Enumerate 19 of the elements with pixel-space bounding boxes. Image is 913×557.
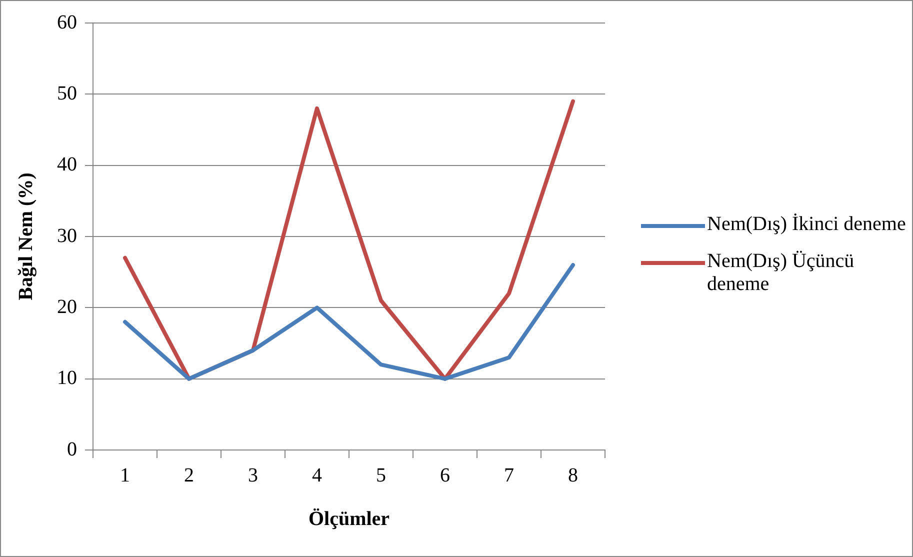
x-tick-label: 8 [568,464,578,486]
y-tick-label: 0 [67,438,77,460]
y-tick-label: 20 [57,296,77,318]
y-tick-label: 50 [57,82,77,104]
x-tick-label: 7 [504,464,514,486]
y-tick-label: 40 [57,154,77,176]
y-tick-label: 30 [57,224,77,247]
y-tick-label: 60 [57,11,77,34]
x-tick-label: 2 [184,464,194,486]
x-tick-label: 1 [120,464,130,486]
legend-label: Nem(Dış) İkinci deneme [707,213,906,236]
x-tick-label: 4 [312,464,322,486]
legend-label: Nem(Dış) Üçüncü deneme [707,250,856,296]
y-tick-label: 10 [57,367,77,390]
x-tick-label: 6 [440,464,450,486]
x-tick-label: 3 [248,464,258,486]
x-tick-label: 5 [376,464,386,486]
x-axis-title: Ölçümler [308,508,390,530]
y-axis-title: Bağıl Nem (%) [15,172,38,300]
